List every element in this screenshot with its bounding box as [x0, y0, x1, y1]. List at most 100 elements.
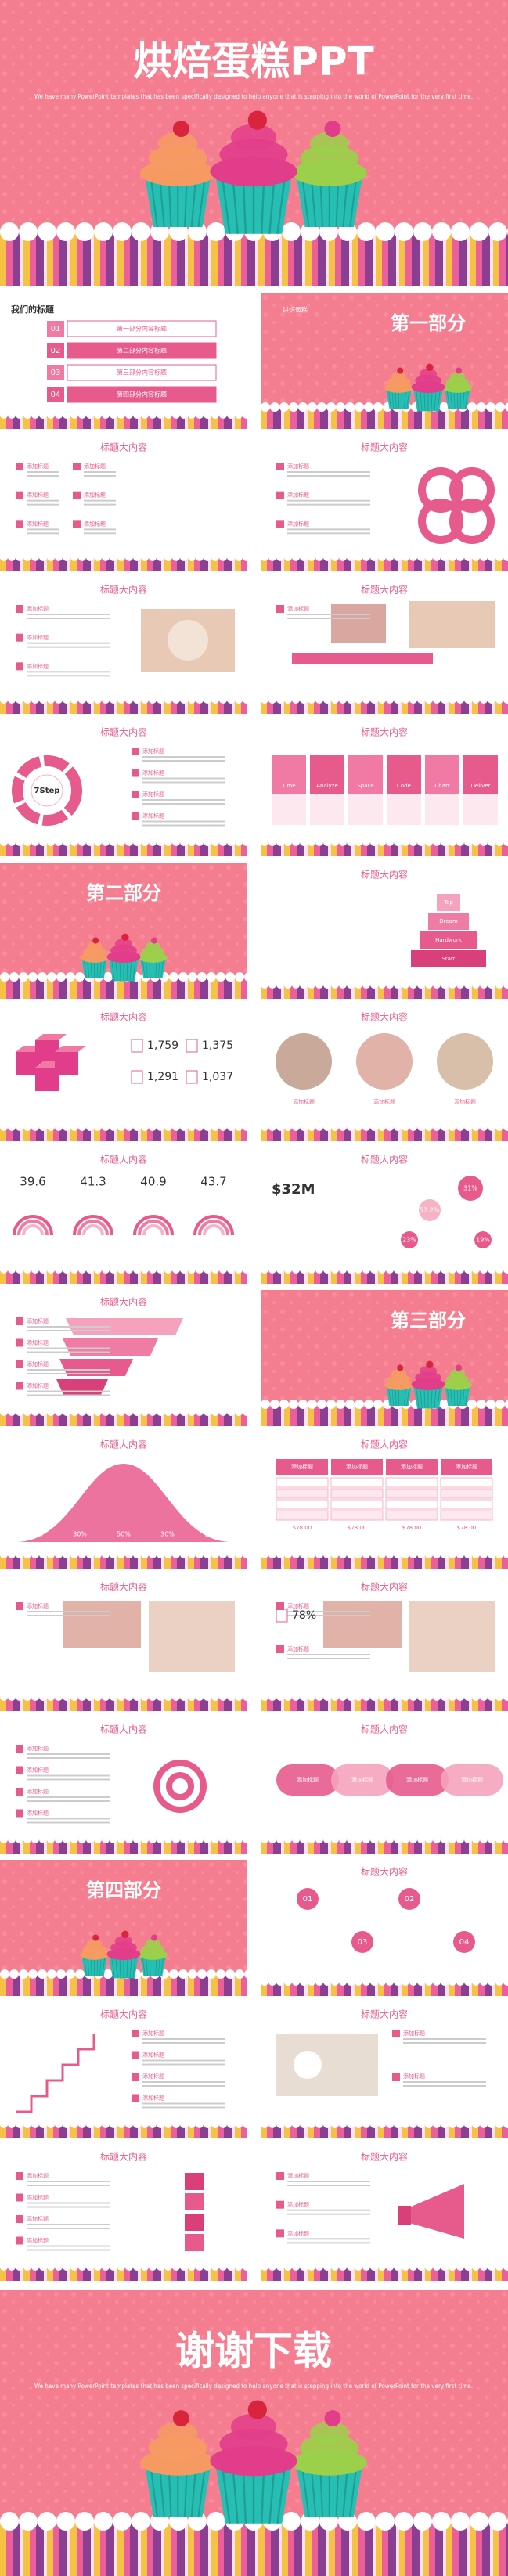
- text-line: [27, 671, 110, 673]
- scallop: [47, 838, 55, 846]
- scallop: [503, 696, 508, 704]
- scallop: [376, 2512, 395, 2531]
- scallop: [63, 553, 70, 561]
- scallop: [141, 1836, 149, 1843]
- scallop: [235, 411, 243, 419]
- scallop: [394, 553, 402, 561]
- text-line: [27, 2224, 110, 2225]
- item-label: 添加标题: [27, 492, 49, 499]
- scallop: [110, 1266, 117, 1274]
- scallop: [456, 2263, 464, 2271]
- scallop: [488, 2512, 507, 2531]
- scallop: [141, 1693, 149, 1701]
- text-line: [142, 799, 225, 801]
- scallop: [211, 838, 219, 846]
- number-label: 02: [405, 1895, 415, 1904]
- item-label: 添加标题: [27, 463, 49, 470]
- scallop: [110, 1836, 117, 1843]
- scallop: [413, 2512, 432, 2531]
- scallop: [39, 553, 47, 561]
- text-line: [142, 2038, 225, 2040]
- cupcake: [442, 367, 472, 409]
- knot-ring: [449, 467, 495, 513]
- scallop: [339, 1266, 347, 1274]
- scallop: [55, 1123, 63, 1131]
- scallop: [315, 1693, 323, 1701]
- pyramid-tier: [428, 913, 469, 930]
- scallop: [402, 2263, 409, 2271]
- scallop: [180, 1693, 188, 1701]
- scallop: [70, 696, 78, 704]
- scallop: [216, 972, 225, 982]
- scallop: [339, 981, 347, 989]
- scallop: [0, 411, 8, 419]
- frosting: [114, 939, 133, 949]
- text-line: [287, 618, 370, 619]
- funnel-tier: [63, 1338, 158, 1356]
- item-label: 添加标题: [142, 2030, 164, 2037]
- scallop: [364, 402, 373, 412]
- scallop: [488, 981, 495, 989]
- text-line: [27, 2181, 110, 2182]
- scallop: [102, 1408, 110, 1416]
- scallop: [102, 411, 110, 419]
- scallop: [477, 1400, 486, 1409]
- scallop: [235, 972, 244, 982]
- scallop: [480, 1551, 488, 1558]
- text-line: [287, 1611, 370, 1612]
- scallop: [196, 2120, 204, 2128]
- scallop: [23, 1551, 31, 1558]
- scallop: [370, 1693, 378, 1701]
- scallop: [495, 553, 503, 561]
- scallop: [449, 1123, 456, 1131]
- scallop: [456, 553, 464, 561]
- wrapper-rib: [150, 178, 158, 228]
- scallop: [386, 2120, 394, 2128]
- scallop: [467, 1400, 477, 1409]
- item-icon: [16, 1809, 23, 1818]
- wrapper-rib: [260, 2466, 265, 2524]
- table-head: [276, 1459, 328, 1475]
- scallop: [300, 1266, 308, 1274]
- scallop: [102, 1693, 110, 1701]
- scallop: [235, 1693, 243, 1701]
- pill: [441, 1764, 503, 1796]
- scallop: [456, 696, 464, 704]
- cupcake: [140, 2410, 216, 2517]
- scallop: [55, 838, 63, 846]
- gauge-arc: [142, 1224, 164, 1236]
- scallop: [103, 972, 113, 982]
- scallop: [94, 2120, 102, 2128]
- slide-bg: [261, 863, 508, 999]
- scallop: [449, 2120, 456, 2128]
- slide-bg: [261, 2145, 508, 2281]
- wrapper-rib: [431, 1386, 433, 1409]
- scallop: [38, 972, 47, 982]
- wrapper-rib: [129, 959, 132, 982]
- scallop: [38, 2512, 56, 2531]
- text-line: [27, 503, 59, 506]
- scallop: [16, 2120, 23, 2128]
- scallop: [0, 1693, 8, 1701]
- scallop: [308, 696, 315, 704]
- item-icon: [132, 2094, 139, 2102]
- tab-body: [425, 794, 459, 825]
- item-label: 添加标题: [142, 2095, 164, 2102]
- text-line: [27, 1615, 110, 1616]
- scallop: [133, 2120, 141, 2128]
- scallop: [315, 981, 323, 989]
- scallop: [63, 1266, 70, 1274]
- item-label: 添加标题: [27, 520, 49, 527]
- scallop: [188, 972, 197, 982]
- scallop: [227, 2263, 235, 2271]
- scallop: [78, 1123, 86, 1131]
- scallop: [370, 1123, 378, 1131]
- box: [185, 2234, 204, 2251]
- gauge-arc: [193, 1215, 234, 1236]
- scallop: [417, 838, 425, 846]
- scallop: [86, 1266, 94, 1274]
- slide: 第一部分 烘焙蛋糕: [261, 293, 508, 429]
- scallop: [355, 1978, 362, 1986]
- scallop: [276, 2263, 284, 2271]
